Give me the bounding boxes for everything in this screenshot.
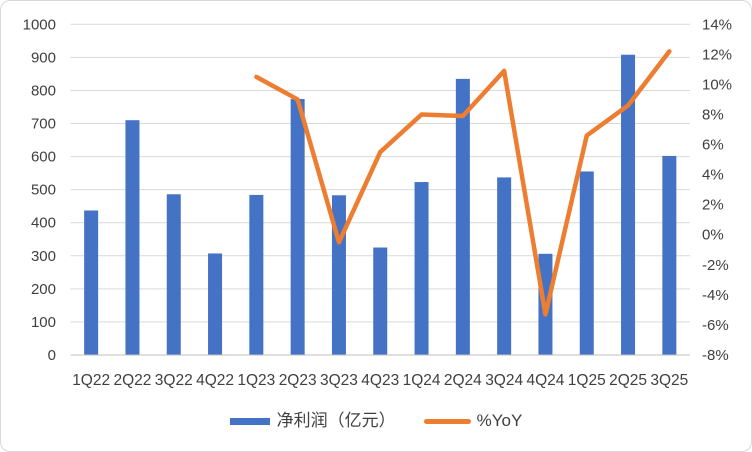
right-axis-label: -2% <box>702 257 729 274</box>
x-axis-label: 1Q22 <box>72 372 110 389</box>
legend-bar-swatch <box>229 417 270 425</box>
bar-2Q23 <box>290 99 305 355</box>
right-axis-label: 10% <box>702 76 732 93</box>
legend-line-series-label: %YoY <box>476 411 523 430</box>
bar-2Q25 <box>621 54 636 356</box>
x-axis-label: 3Q22 <box>155 372 193 389</box>
x-axis-label: 2Q23 <box>279 372 317 389</box>
bar-2Q22 <box>125 120 140 355</box>
right-axis-label: -8% <box>702 347 729 364</box>
bar-3Q24 <box>497 177 512 355</box>
left-axis-label: 500 <box>31 182 56 199</box>
bar-3Q25 <box>662 155 677 355</box>
left-axis-label: 900 <box>31 49 56 66</box>
combo-chart-canvas: 1000900800700600500400300200100014%12%10… <box>23 16 732 389</box>
x-axis-label: 4Q24 <box>526 372 564 389</box>
bar-1Q25 <box>579 171 594 355</box>
left-axis-label: 300 <box>31 248 56 265</box>
bar-3Q22 <box>166 194 181 355</box>
legend-line-swatch <box>423 418 471 424</box>
left-axis-label: 0 <box>48 347 56 364</box>
x-axis-label: 4Q23 <box>361 372 399 389</box>
x-axis-label: 2Q25 <box>609 372 647 389</box>
right-axis-labels: 14% 12% 10% 8% 6% 4% 2% 0% -2% -4% -6% -8% <box>702 16 732 364</box>
bar-series <box>84 54 677 356</box>
bar-1Q24 <box>414 182 429 355</box>
bar-4Q23 <box>373 247 388 355</box>
x-axis-label: 1Q25 <box>568 372 606 389</box>
right-axis-label: 2% <box>702 197 724 214</box>
left-axis-label: 200 <box>31 281 56 298</box>
x-axis-labels: 1Q22 2Q22 3Q22 4Q22 1Q23 2Q23 3Q23 4Q23 1Q24 2Q24… <box>72 372 688 389</box>
left-axis-label: 600 <box>31 149 56 166</box>
left-axis-label: 1000 <box>23 16 56 33</box>
right-axis-label: 6% <box>702 137 724 154</box>
bar-1Q23 <box>249 194 264 355</box>
x-axis-label: 2Q24 <box>444 372 482 389</box>
x-axis-label: 1Q24 <box>403 372 441 389</box>
x-axis-label: 2Q22 <box>113 372 151 389</box>
x-axis-label: 3Q24 <box>485 372 523 389</box>
right-axis-label: 8% <box>702 106 724 123</box>
x-axis-label: 4Q22 <box>196 372 234 389</box>
right-axis-label: 14% <box>702 16 732 33</box>
bar-4Q22 <box>208 253 223 355</box>
left-axis-label: 700 <box>31 116 56 133</box>
right-axis-label: 12% <box>702 46 732 63</box>
right-axis-label: -4% <box>702 287 729 304</box>
chart-legend: 净利润（亿元） %YoY <box>1 403 751 439</box>
bar-1Q22 <box>84 210 99 355</box>
x-axis-label: 3Q25 <box>650 372 688 389</box>
right-axis-label: -6% <box>702 317 729 334</box>
right-axis-label: 4% <box>702 167 724 184</box>
bar-2Q24 <box>455 78 470 355</box>
left-axis-label: 800 <box>31 82 56 99</box>
x-axis-label: 1Q23 <box>237 372 275 389</box>
right-axis-label: 0% <box>702 227 724 244</box>
legend-bar-series-label: 净利润（亿元） <box>276 411 396 430</box>
yoy-line <box>254 49 672 317</box>
left-axis-label: 400 <box>31 215 56 232</box>
x-axis-label: 3Q23 <box>320 372 358 389</box>
left-axis-label: 100 <box>31 314 56 331</box>
